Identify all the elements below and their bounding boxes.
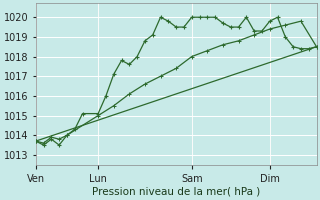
X-axis label: Pression niveau de la mer( hPa ): Pression niveau de la mer( hPa ) (92, 187, 260, 197)
